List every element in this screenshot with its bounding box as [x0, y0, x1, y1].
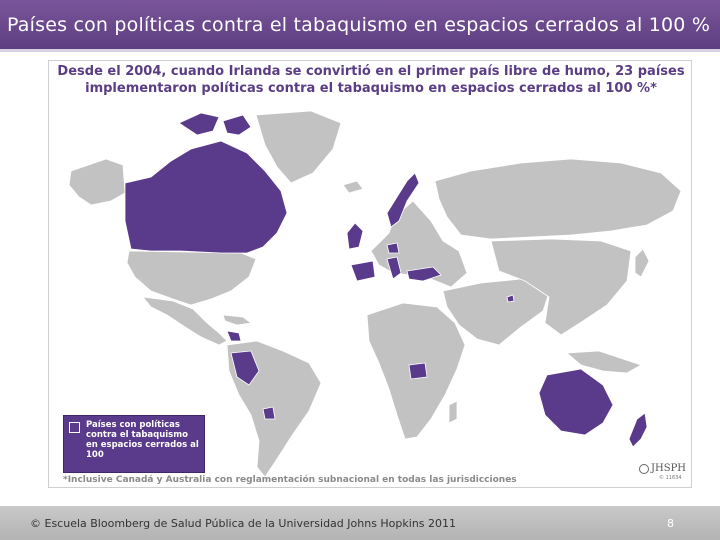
region-japan [634, 248, 650, 278]
region-central-america [226, 330, 242, 342]
region-canada-arctic-2 [222, 114, 252, 136]
region-mexico [142, 296, 228, 346]
region-new-zealand [628, 412, 648, 448]
region-australia [538, 368, 614, 436]
region-russia [434, 158, 682, 240]
region-alaska [68, 158, 126, 206]
region-italy [386, 256, 402, 280]
region-central-europe [386, 242, 400, 254]
region-caribbean [222, 314, 253, 326]
region-iceland [342, 180, 364, 194]
region-canada-arctic [178, 112, 220, 136]
map-footnote: *Inclusive Canadá y Australia con reglam… [63, 475, 517, 485]
footer-copyright: © Escuela Bloomberg de Salud Pública de … [30, 517, 457, 530]
region-east-asia [490, 238, 632, 336]
seal-icon [639, 464, 649, 474]
legend-swatch [69, 422, 80, 433]
headline-line-2: implementaron políticas contra el tabaqu… [85, 81, 657, 96]
region-madagascar [448, 400, 458, 424]
world-map-svg [68, 110, 682, 478]
region-usa [126, 250, 257, 306]
map-headline: Desde el 2004, cuando Irlanda se convirt… [49, 63, 693, 97]
region-turkey [406, 266, 442, 282]
region-nepal [506, 294, 515, 303]
region-greenland [255, 110, 342, 184]
region-uruguay [262, 406, 276, 420]
map-panel: Desde el 2004, cuando Irlanda se convirt… [48, 60, 692, 488]
page-number: 8 [667, 517, 674, 530]
jhsph-logo: JHSPH © 11634 [639, 463, 687, 485]
region-canada [124, 140, 288, 254]
legend-label: Países con políticas contra el tabaquism… [86, 420, 199, 460]
region-middle-east [442, 278, 552, 346]
map-legend: Países con políticas contra el tabaquism… [63, 415, 205, 473]
slide-title: Países con políticas contra el tabaquism… [7, 14, 711, 36]
region-se-asia-islands [565, 350, 642, 374]
region-spain [350, 260, 376, 282]
title-bar: Países con políticas contra el tabaquism… [0, 0, 720, 52]
region-zambia [408, 362, 428, 380]
headline-line-1: Desde el 2004, cuando Irlanda se convirt… [57, 64, 685, 79]
region-uk-ireland [346, 222, 364, 250]
footer-bar: © Escuela Bloomberg de Salud Pública de … [0, 506, 720, 540]
region-norway [386, 172, 420, 228]
logo-code: © 11634 [659, 475, 682, 481]
region-peru [230, 350, 260, 386]
logo-text: JHSPH [651, 463, 687, 474]
